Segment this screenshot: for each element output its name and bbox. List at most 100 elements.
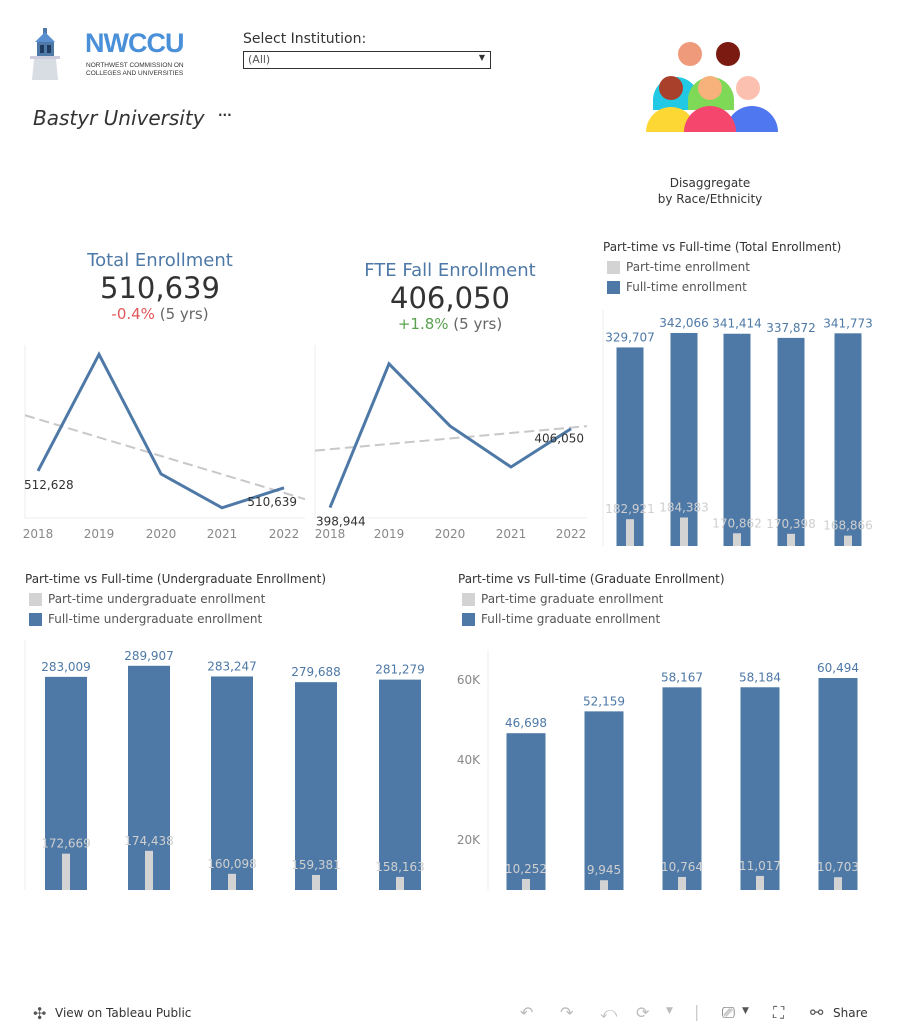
y-tick-label: 40K — [457, 753, 481, 767]
bar-label-part-time: 184,383 — [659, 500, 709, 514]
data-label: 406,050 — [534, 432, 584, 446]
kpi-change: -0.4% (5 yrs) — [25, 305, 295, 323]
data-label: 510,639 — [247, 495, 297, 509]
kpi-change-pct: +1.8% — [397, 315, 449, 333]
swatch — [29, 612, 42, 626]
bar-label-full-time: 58,184 — [739, 670, 781, 684]
legend-title: Part-time vs Full-time (Total Enrollment… — [603, 240, 842, 254]
y-tick-label: 20K — [457, 833, 481, 847]
legend-item-part-time[interactable]: Part-time enrollment — [607, 260, 841, 274]
legend-item-full-time[interactable]: Full-time undergraduate enrollment — [29, 612, 326, 626]
more-options-button[interactable]: ··· — [218, 108, 232, 122]
bar-label-full-time: 46,698 — [505, 716, 547, 730]
bar-label-part-time: 160,098 — [207, 857, 257, 871]
bar-part-time — [145, 850, 153, 890]
bar-full-time — [777, 337, 805, 546]
bar-label-part-time: 10,764 — [661, 860, 703, 874]
kpi-title: FTE Fall Enrollment — [364, 260, 536, 281]
bar-part-time — [522, 878, 530, 890]
y-tick-label: 60K — [457, 673, 481, 687]
bar-label-full-time: 342,066 — [659, 316, 709, 330]
legend-item-part-time[interactable]: Part-time graduate enrollment — [462, 592, 725, 606]
kpi-fte-enrollment: FTE Fall Enrollment 406,050 +1.8% (5 yrs… — [315, 260, 585, 333]
bar-label-full-time: 283,009 — [41, 660, 91, 674]
trend-line — [24, 414, 306, 501]
bar-label-full-time: 52,159 — [583, 694, 625, 708]
bar-part-time — [844, 535, 852, 546]
select-institution-label: Select Institution: — [243, 31, 367, 47]
fullscreen-icon[interactable]: ⛶ — [773, 1003, 785, 1022]
redo-icon[interactable]: ↷ — [560, 1003, 574, 1022]
share-icon[interactable]: ⚯ — [810, 1003, 824, 1022]
swatch — [29, 592, 42, 606]
legend-item-full-time[interactable]: Full-time graduate enrollment — [462, 612, 725, 626]
chevron-down-icon[interactable]: ▼ — [666, 1006, 673, 1016]
legend-item-part-time[interactable]: Part-time undergraduate enrollment — [29, 592, 326, 606]
bar-label-full-time: 283,247 — [207, 659, 257, 673]
download-icon[interactable]: ⎚ — [722, 1003, 735, 1022]
share-button[interactable]: Share — [833, 1006, 868, 1020]
data-label: 512,628 — [24, 478, 74, 492]
bar-label-full-time: 60,494 — [817, 661, 859, 675]
bar-label-full-time: 58,167 — [661, 670, 703, 684]
kpi-change: +1.8% (5 yrs) — [315, 315, 585, 333]
tableau-toolbar: ✣ View on Tableau Public ↶ ↷ ⤺ ⟳ ▼ | ⎚ ▼… — [0, 1000, 900, 1027]
divider: | — [694, 1002, 700, 1021]
dropdown-value: (All) — [248, 53, 271, 66]
legend-item-full-time[interactable]: Full-time enrollment — [607, 280, 841, 294]
revert-icon[interactable]: ⤺ — [600, 1003, 618, 1022]
bar-label-full-time: 337,872 — [766, 321, 816, 335]
disaggregate-label: by Race/Ethnicity — [657, 192, 763, 206]
x-tick-label: 2022 — [556, 527, 587, 541]
kpi-change-pct: -0.4% — [111, 305, 155, 323]
legend-label: Part-time undergraduate enrollment — [48, 592, 266, 606]
kpi-value: 406,050 — [390, 281, 510, 315]
x-tick-label: 2022 — [269, 527, 300, 541]
bar-part-time — [626, 519, 634, 546]
disaggregate-label: Disaggregate — [669, 176, 751, 190]
chevron-down-icon[interactable]: ▼ — [742, 1006, 749, 1016]
bar-part-time — [733, 533, 741, 546]
bar-label-part-time: 158,163 — [375, 860, 425, 874]
x-tick-label: 2021 — [496, 527, 527, 541]
bar-part-time — [312, 874, 320, 890]
x-tick-label: 2018 — [23, 527, 54, 541]
bar-label-full-time: 279,688 — [291, 665, 341, 679]
undo-icon[interactable]: ↶ — [520, 1003, 534, 1022]
swatch — [462, 592, 475, 606]
bar-label-part-time: 182,921 — [605, 502, 655, 516]
logo-subtitle: COLLEGES AND UNIVERSITIES — [86, 70, 184, 77]
lighthouse-icon — [30, 28, 60, 80]
legend-grad: Part-time vs Full-time (Graduate Enrollm… — [458, 572, 725, 626]
legend-label: Full-time enrollment — [626, 280, 747, 294]
institution-dropdown[interactable]: (All) ▼ — [243, 51, 491, 69]
bar-full-time — [723, 333, 751, 546]
bar-part-time — [396, 876, 404, 890]
legend-label: Full-time graduate enrollment — [481, 612, 661, 626]
bar-part-time — [228, 873, 236, 890]
logo-wordmark: NWCCU — [85, 28, 184, 58]
bar-part-time — [680, 517, 688, 546]
bar-full-time — [670, 332, 698, 546]
legend-label: Full-time undergraduate enrollment — [48, 612, 263, 626]
bar-full-time — [379, 679, 421, 890]
bar-part-time — [756, 875, 764, 890]
swatch — [607, 280, 620, 294]
swatch — [607, 260, 620, 274]
kpi-period: (5 yrs) — [453, 315, 503, 333]
x-tick-label: 2021 — [207, 527, 238, 541]
bar-label-part-time: 159,381 — [291, 858, 341, 872]
nwccu-logo[interactable]: NWCCU NORTHWEST COMMISSION ON COLLEGES A… — [28, 28, 193, 80]
legend-label: Part-time graduate enrollment — [481, 592, 664, 606]
bar-label-part-time: 172,669 — [41, 837, 91, 851]
bar-full-time — [818, 678, 858, 890]
data-label: 398,944 — [316, 515, 366, 529]
swatch — [462, 612, 475, 626]
view-on-tableau-link[interactable]: View on Tableau Public — [55, 1006, 192, 1020]
x-tick-label: 2019 — [374, 527, 405, 541]
refresh-icon[interactable]: ⟳ — [636, 1003, 650, 1022]
people-group-icon — [646, 42, 778, 132]
logo-subtitle: NORTHWEST COMMISSION ON — [86, 62, 184, 69]
disaggregate-race-button[interactable]: Disaggregate by Race/Ethnicity — [630, 38, 790, 206]
legend-title: Part-time vs Full-time (Undergraduate En… — [25, 572, 326, 586]
